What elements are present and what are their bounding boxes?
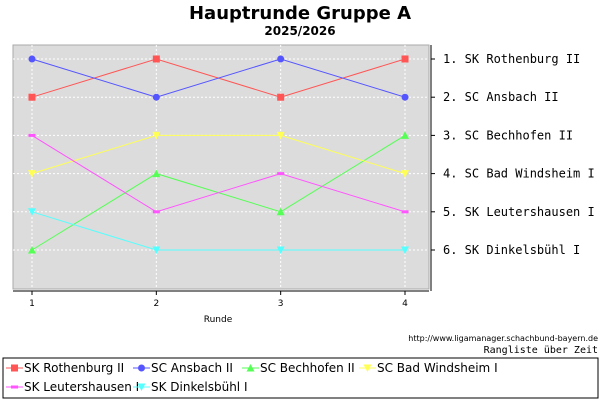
series-marker <box>152 210 160 214</box>
series-layer <box>28 55 409 254</box>
legend-item: SK Leutershausen I <box>6 380 139 394</box>
x-tick-label: 1 <box>29 299 35 309</box>
rank-label: 6. SK Dinkelsbühl I <box>443 243 580 257</box>
legend-label: SC Bad Windsheim I <box>377 361 498 375</box>
plot-area <box>12 44 430 290</box>
legend-item: SK Dinkelsbühl I <box>133 380 248 394</box>
series-marker <box>28 246 36 254</box>
series-marker <box>401 55 409 63</box>
legend-label: SK Rothenburg II <box>24 361 124 375</box>
series-marker <box>363 364 372 372</box>
series-marker <box>277 93 285 101</box>
series-marker <box>11 385 18 389</box>
axes <box>13 45 435 292</box>
legend-item: SC Ansbach II <box>133 361 233 375</box>
series-marker <box>28 208 36 216</box>
legend-label: SK Dinkelsbühl I <box>151 380 248 394</box>
series-marker <box>276 246 285 254</box>
series-marker <box>401 93 409 101</box>
series-marker <box>152 246 161 254</box>
chart-title: Hauptrunde Gruppe A <box>189 3 411 24</box>
source-url: http://www.ligamanager.schachbund-bayern… <box>408 334 598 343</box>
series-marker <box>276 207 285 216</box>
rank-label: 1. SK Rothenburg II <box>443 52 580 66</box>
chart-caption: Rangliste über Zeit <box>484 345 598 356</box>
series-line <box>31 134 406 175</box>
series-marker <box>277 172 285 176</box>
series-marker <box>28 55 36 63</box>
series-group <box>28 133 409 214</box>
legend-item: SK Rothenburg II <box>6 361 124 375</box>
series-line <box>31 134 406 213</box>
series-marker <box>28 93 36 101</box>
chart-subtitle: 2025/2026 <box>264 24 335 38</box>
series-marker <box>246 364 255 372</box>
rank-label: 3. SC Bechhofen II <box>443 128 573 142</box>
series-marker <box>276 131 285 140</box>
x-axis-label: Runde <box>204 315 233 325</box>
x-axis-ticks: 1 2 3 4 <box>29 291 408 309</box>
legend-label: SC Bechhofen II <box>260 361 355 375</box>
legend-label: SK Leutershausen I <box>24 380 139 394</box>
legend-items: SK Rothenburg II SC Ansbach II SC Bechhofe… <box>6 361 498 394</box>
final-ranking-labels: 1. SK Rothenburg II 2. SC Ansbach II 3. SC… <box>443 52 595 257</box>
series-marker <box>277 55 285 63</box>
series-marker <box>401 210 409 214</box>
series-line <box>31 211 405 251</box>
rank-label: 2. SC Ansbach II <box>443 90 559 104</box>
series-marker <box>152 131 161 140</box>
legend <box>2 357 599 399</box>
series-marker <box>11 364 18 372</box>
x-tick-label: 4 <box>402 299 408 309</box>
series-marker <box>152 169 161 178</box>
rank-label: 4. SC Bad Windsheim I <box>443 167 595 181</box>
series-marker <box>137 383 146 391</box>
series-marker <box>152 55 160 63</box>
legend-item: SC Bechhofen II <box>242 361 355 375</box>
series-group <box>28 55 409 101</box>
series-marker <box>401 131 409 139</box>
series-marker <box>401 170 409 178</box>
legend-item: SC Bad Windsheim I <box>359 361 498 375</box>
series-marker <box>138 364 145 372</box>
x-tick-label: 3 <box>278 299 284 309</box>
x-tick-label: 2 <box>153 299 159 309</box>
series-marker <box>28 133 36 137</box>
series-marker <box>401 246 409 254</box>
series-group <box>28 131 409 178</box>
rank-label: 5. SK Leutershausen I <box>443 205 595 219</box>
series-marker <box>28 170 36 178</box>
series-line <box>31 58 406 98</box>
legend-label: SC Ansbach II <box>151 361 233 375</box>
series-marker <box>152 93 160 101</box>
series-group <box>28 208 409 254</box>
